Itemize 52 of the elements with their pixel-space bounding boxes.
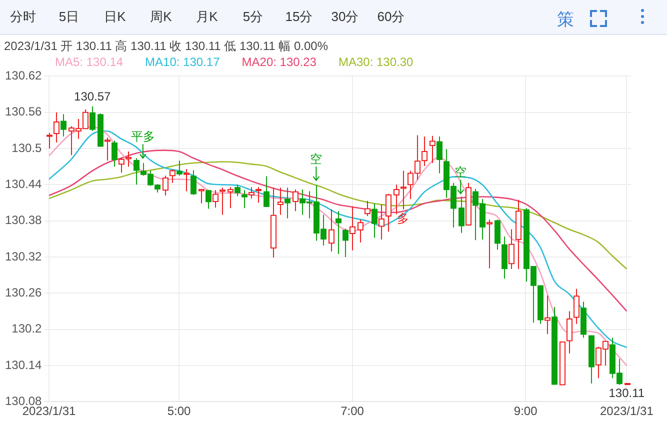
candlestick — [342, 228, 348, 258]
y-tick-label: 130.38 — [5, 213, 42, 228]
annotation: 130.11 — [608, 386, 645, 400]
candlestick — [242, 190, 248, 209]
annotation: 空 — [454, 165, 467, 180]
text: 30分 — [330, 8, 360, 26]
x-tick-label: 9:00 — [514, 404, 538, 418]
x-tick-label: 5:00 — [167, 404, 192, 418]
text: 分时 — [9, 8, 37, 26]
text: 5日 — [58, 8, 80, 26]
y-tick-label: 130.5 — [12, 140, 42, 155]
y-tick-label: 130.44 — [5, 176, 42, 191]
text: MA5: 130.14 — [55, 55, 124, 69]
text: 15分 — [284, 8, 314, 26]
text: 5分 — [242, 8, 264, 26]
y-tick-label: 130.56 — [5, 104, 42, 119]
candlestick — [234, 184, 240, 197]
x-tick-label: 2023/1/31 — [600, 404, 654, 418]
y-tick-label: 130.62 — [5, 68, 42, 83]
candlestick — [134, 158, 140, 186]
candlestick — [494, 219, 500, 250]
text: MA10: 130.17 — [145, 55, 220, 69]
y-tick-label: 130.32 — [5, 249, 42, 264]
candlestick — [336, 210, 342, 254]
candlestick — [284, 187, 290, 219]
text: MA20: 130.23 — [242, 55, 316, 69]
x-tick-label: 7:00 — [340, 404, 364, 418]
text: 周K — [149, 8, 173, 26]
candlestick — [112, 140, 118, 168]
text: 日K — [103, 8, 127, 26]
line-series — [48, 150, 628, 312]
candlestick — [436, 136, 442, 174]
y-tick-label: 130.26 — [5, 285, 42, 300]
text: 策 — [557, 9, 574, 31]
candlestick — [60, 114, 66, 137]
y-tick-label: 130.2 — [12, 322, 42, 336]
candlestick — [372, 202, 378, 238]
candlestick — [458, 196, 464, 234]
annotation: 空 — [310, 152, 322, 166]
candlestick — [176, 160, 182, 176]
text: MA30: 130.30 — [338, 55, 414, 69]
candlestick — [190, 170, 196, 196]
annotation: 多 — [396, 212, 409, 226]
chart-subtitle: 2023/1/31 开 130.11 高 130.11 收 130.11 低 130.11 幅 0.00% — [4, 38, 328, 55]
annotation: 130.57 — [74, 90, 112, 104]
candlestick — [264, 176, 270, 208]
text: 60分 — [376, 8, 406, 26]
candlestick — [206, 190, 212, 210]
annotation: 平多 — [130, 129, 155, 144]
y-tick-label: 130.14 — [5, 358, 42, 372]
text: 月K — [195, 8, 219, 26]
candlestick — [90, 106, 96, 132]
